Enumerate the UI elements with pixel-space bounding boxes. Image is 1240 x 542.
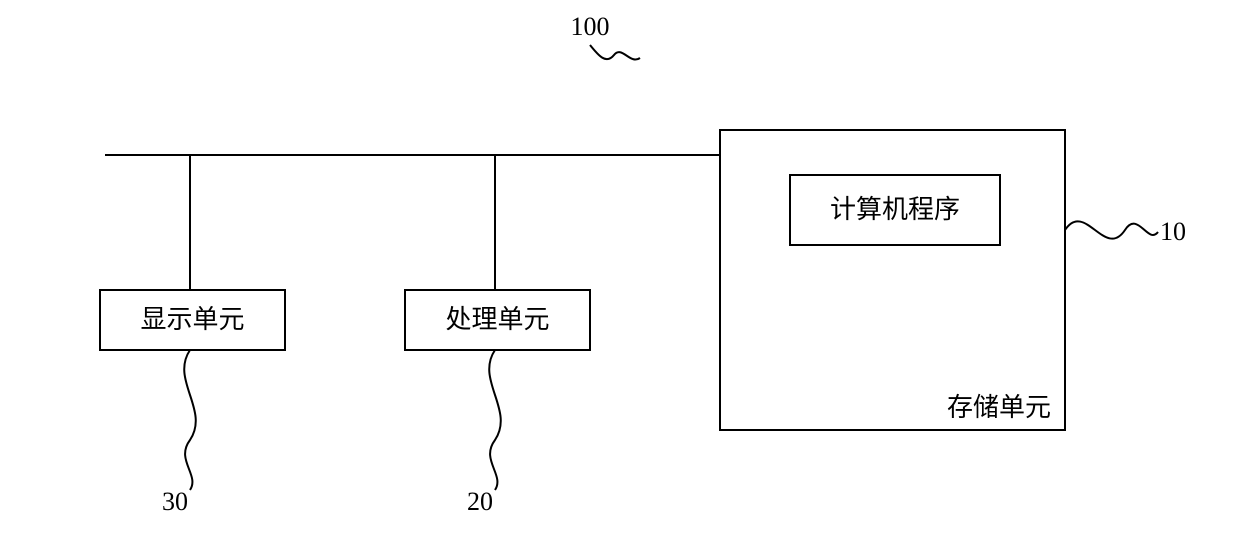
process-unit-label: 处理单元 (445, 305, 549, 334)
callout-squiggle-100 (590, 45, 640, 60)
callout-squiggle-10 (1065, 221, 1158, 238)
program-label: 计算机程序 (830, 195, 960, 224)
callout-number-30: 30 (162, 487, 188, 516)
diagram-canvas: 存储单元 计算机程序 显示单元 处理单元 100 10 20 30 (0, 0, 1240, 542)
callout-number-20: 20 (467, 487, 493, 516)
display-unit-label: 显示单元 (140, 305, 244, 334)
callout-squiggle-30 (184, 350, 196, 490)
callout-squiggle-20 (489, 350, 501, 490)
storage-unit-label: 存储单元 (947, 393, 1051, 422)
callout-number-100: 100 (571, 12, 610, 41)
callout-number-10: 10 (1160, 217, 1186, 246)
